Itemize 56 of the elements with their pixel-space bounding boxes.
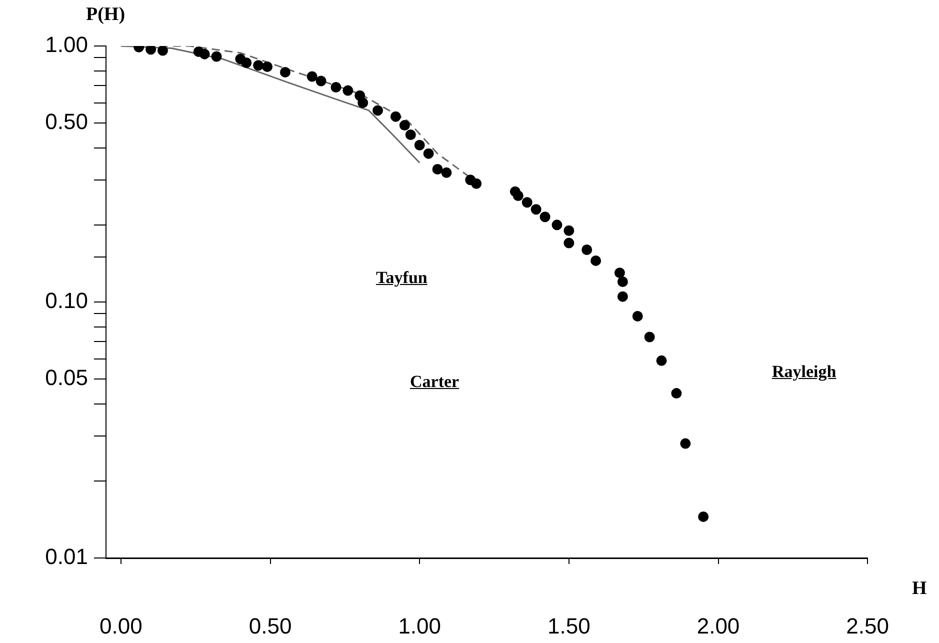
point xyxy=(211,51,222,62)
point xyxy=(280,66,290,78)
point xyxy=(262,61,273,72)
annotation: Tayfun xyxy=(376,268,428,288)
point xyxy=(405,130,416,140)
y-tick-label: 1.00 xyxy=(45,32,88,58)
x-tick-label: 1.50 xyxy=(548,613,590,638)
x-tick-label: 2.00 xyxy=(696,613,740,638)
point xyxy=(390,111,401,122)
point xyxy=(441,167,452,178)
point xyxy=(582,244,592,255)
point xyxy=(414,140,425,150)
point xyxy=(199,48,210,60)
point xyxy=(432,164,443,175)
point xyxy=(680,438,691,449)
point xyxy=(617,276,628,287)
y-tick-label: 0.05 xyxy=(45,365,88,390)
point xyxy=(590,255,602,266)
point xyxy=(157,46,168,56)
point xyxy=(552,220,562,230)
point xyxy=(471,178,482,189)
x-tick-label: 0.50 xyxy=(248,613,292,638)
point xyxy=(512,190,524,202)
point xyxy=(423,148,434,159)
point xyxy=(306,71,318,82)
point xyxy=(671,388,682,399)
point xyxy=(530,204,542,215)
point xyxy=(656,355,667,366)
point xyxy=(564,238,574,248)
x-axis-title: H xyxy=(912,578,927,600)
point xyxy=(342,85,354,96)
point xyxy=(698,511,709,522)
y-tick-label: 0.10 xyxy=(45,288,88,314)
point xyxy=(540,212,550,222)
point xyxy=(241,58,252,68)
point xyxy=(253,60,264,71)
y-tick-label: 0.01 xyxy=(45,544,88,570)
y-axis-title: P(H) xyxy=(86,4,126,26)
x-tick-label: 1.00 xyxy=(398,613,442,638)
point xyxy=(358,98,368,108)
x-tick-label: 0.00 xyxy=(100,613,142,638)
point xyxy=(617,291,628,302)
y-tick-label: 0.50 xyxy=(45,109,88,134)
point xyxy=(632,310,643,322)
point xyxy=(316,76,326,86)
point xyxy=(644,332,655,342)
annotation: Carter xyxy=(410,372,460,392)
x-tick-label: 2.50 xyxy=(846,613,890,638)
point xyxy=(564,225,574,236)
point xyxy=(614,268,625,278)
point xyxy=(372,105,384,116)
point xyxy=(330,82,342,93)
point xyxy=(146,46,156,55)
annotation: Rayleigh xyxy=(772,362,836,382)
point xyxy=(522,197,532,208)
point xyxy=(399,120,410,131)
